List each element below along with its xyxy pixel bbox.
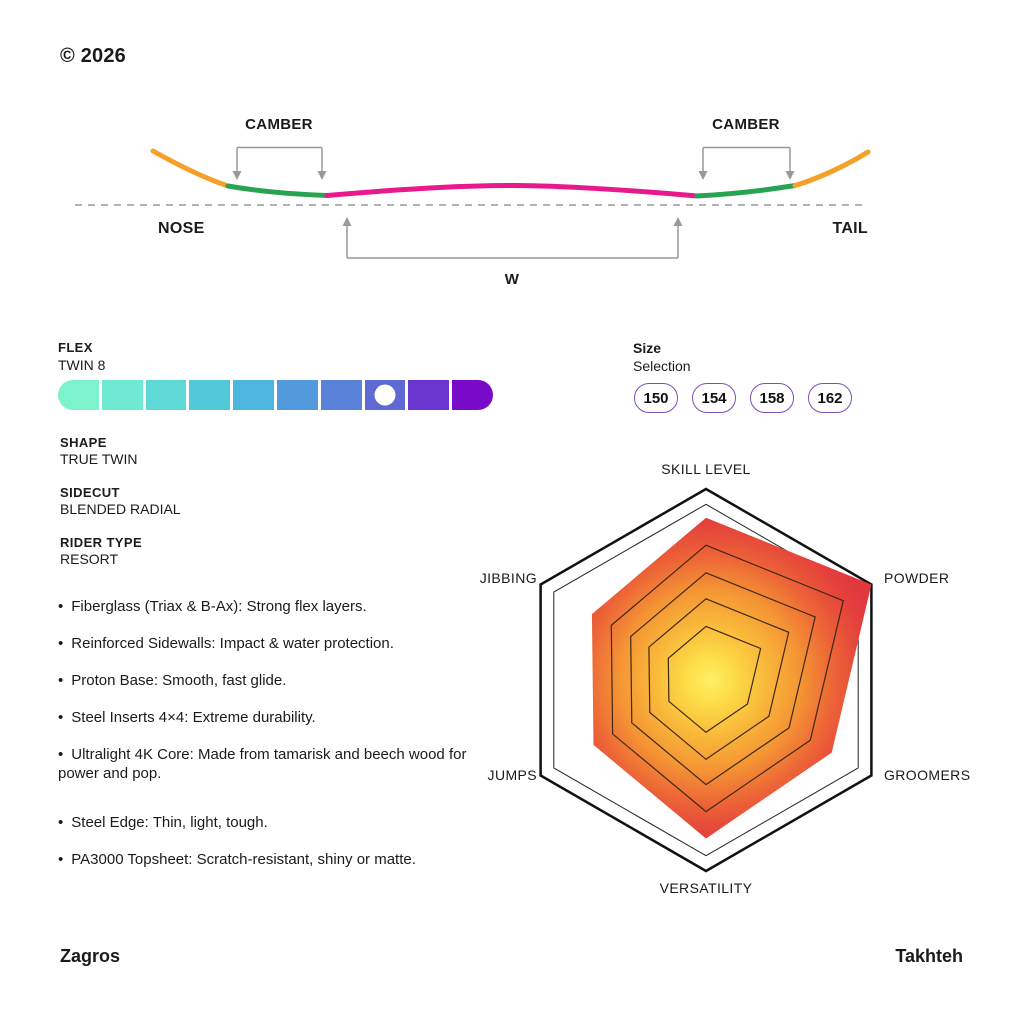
flex-level-dot [374,384,396,406]
camber-label-right: CAMBER [712,116,780,133]
radar-label-jumps: JUMPS [487,767,537,783]
radar-inner-ring-4 [667,625,762,734]
feature-item: Proton Base: Smooth, fast glide. [58,671,482,690]
spec-label: SIDECUT [60,485,120,500]
feature-item: Steel Inserts 4×4: Extreme durability. [58,708,482,727]
radar-label-skill-level: SKILL LEVEL [661,461,751,477]
width-bracket [346,226,679,259]
spec-value: BLENDED RADIAL [60,501,181,517]
feature-item: Fiberglass (Triax & B-Ax): Strong flex l… [58,597,482,616]
arrow-up-icon [673,217,683,226]
brand-name: Takhteh [895,946,963,966]
copyright-text: © 2026 [60,45,126,67]
flex-rating-bar [58,380,493,410]
radar-inner-ring-2 [630,572,816,786]
arrow-down-icon [232,171,242,180]
nose-label: NOSE [158,220,205,237]
tail-tip-curve [792,149,871,188]
feature-item: PA3000 Topsheet: Scratch-resistant, shin… [58,850,482,869]
radar-label-jibbing: JIBBING [479,570,537,586]
flex-segment-1 [58,380,99,410]
size-sublabel: Selection [633,358,691,374]
arrow-down-icon [317,171,327,180]
arrow-down-icon [785,171,795,180]
size-label: Size [633,340,662,356]
size-option-154[interactable]: 154 [692,383,736,413]
radar-inner-ring-1 [610,544,845,813]
camber-zone-left [225,183,330,198]
flex-segment-2 [101,380,143,410]
radar-inner-ring-3 [648,598,790,761]
flex-segment-9 [408,380,450,410]
flex-segment-6 [276,380,318,410]
radar-outer-hexagon [539,487,873,873]
arrow-up-icon [342,217,352,226]
flex-segment-5 [233,380,274,410]
radar-data-polygon [591,517,872,839]
camber-zone-right [694,183,798,199]
camber-bracket-right [702,146,791,171]
spec-label: RIDER TYPE [60,535,143,550]
flex-label: FLEX [58,340,93,355]
spec-value: TRUE TWIN [60,451,138,467]
nose-tip-curve [150,148,231,189]
camber-bracket-left [236,146,323,171]
radar-chart [539,487,873,873]
spec-rider-type: RIDER TYPE RESORT [60,534,181,568]
spec-list: SHAPE TRUE TWIN SIDECUT BLENDED RADIAL R… [60,434,181,584]
board-name: Zagros [60,946,121,966]
flex-value: TWIN 8 [58,357,106,373]
size-option-162[interactable]: 162 [808,383,852,413]
camber-profile-diagram [75,146,871,259]
flex-segment-4 [189,380,231,410]
flex-segment-7 [320,380,362,410]
center-camber-curve [324,182,700,199]
feature-item: Reinforced Sidewalls: Impact & water pro… [58,634,482,653]
spec-value: RESORT [60,551,119,567]
spec-sidecut: SIDECUT BLENDED RADIAL [60,484,181,518]
tail-label: TAIL [832,220,868,237]
feature-list: Fiberglass (Triax & B-Ax): Strong flex l… [58,597,482,887]
spec-shape: SHAPE TRUE TWIN [60,434,181,468]
arrow-down-icon [698,171,708,180]
width-label: W [504,271,520,288]
spec-label: SHAPE [60,435,107,450]
radar-label-versatility: VERSATILITY [659,880,753,896]
radar-label-powder: POWDER [884,570,950,586]
flex-segment-3 [145,380,187,410]
radar-label-groomers: GROOMERS [884,767,971,783]
size-option-150[interactable]: 150 [634,383,678,413]
flex-segment-8 [364,380,406,410]
feature-item: Ultralight 4K Core: Made from tamarisk a… [58,745,482,783]
size-options: 150 154 158 162 [634,383,852,413]
flex-segment-10 [452,380,493,410]
size-option-158[interactable]: 158 [750,383,794,413]
camber-label-left: CAMBER [245,116,313,133]
feature-item: Steel Edge: Thin, light, tough. [58,813,482,832]
